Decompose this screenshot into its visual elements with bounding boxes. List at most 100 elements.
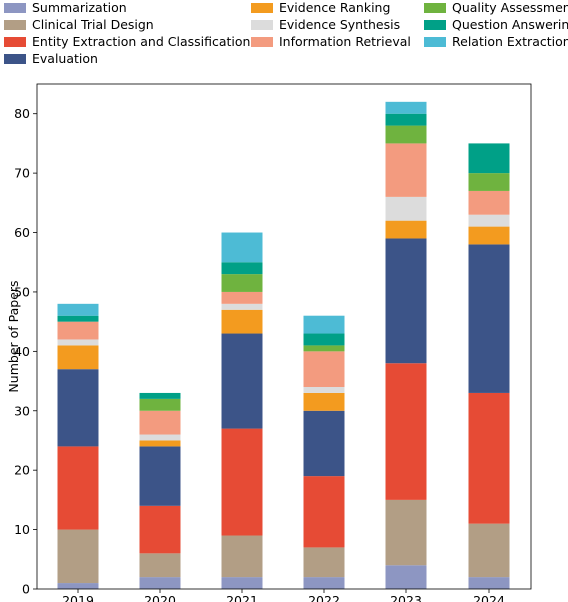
plot-frame: [36, 83, 532, 590]
x-tick-label: 2019: [62, 593, 94, 602]
bar-segment: [139, 553, 181, 578]
y-axis-label: Number of Papers: [6, 280, 21, 392]
bar-segment: [221, 333, 263, 429]
bar-segment: [385, 101, 427, 114]
chart-legend: Summarization Clinical Trial Design Entity…: [0, 0, 568, 70]
bar-segment: [57, 583, 99, 589]
legend-item: Evaluation: [4, 51, 98, 66]
bar-segment: [468, 190, 510, 215]
bar-segment: [221, 428, 263, 536]
y-tick-label: 60: [14, 225, 30, 240]
bar-segment: [385, 499, 427, 566]
bar-segment: [221, 274, 263, 292]
bar-segment: [303, 345, 345, 352]
y-tick-label: 40: [14, 344, 30, 359]
legend-label: Clinical Trial Design: [32, 17, 154, 32]
bar-segment: [139, 398, 181, 411]
legend-item: Summarization: [4, 0, 127, 15]
bar-segment: [468, 173, 510, 191]
bar-segment: [139, 446, 181, 506]
bar-segment: [57, 315, 99, 322]
bar-segment: [468, 143, 510, 174]
legend-item: Information Retrieval: [251, 34, 411, 49]
legend-swatch: [251, 19, 273, 30]
legend-label: Evidence Synthesis: [279, 17, 401, 32]
bar-segment: [57, 339, 99, 346]
x-tick-label: 2021: [226, 593, 258, 602]
bar-segment: [221, 303, 263, 310]
bar-segment: [221, 232, 263, 263]
legend-label: Information Retrieval: [279, 34, 411, 49]
y-tick-label: 70: [14, 166, 30, 181]
bar-segment: [221, 577, 263, 589]
y-tick-label: 20: [14, 463, 30, 478]
x-tick-label: 2023: [390, 593, 422, 602]
legend-item: Entity Extraction and Classification: [4, 34, 250, 49]
bar-segment: [139, 577, 181, 589]
bar-segment: [303, 476, 345, 548]
legend-item: Quality Assessment: [424, 0, 568, 15]
legend-item: Question Answering: [424, 17, 568, 32]
bar-segment: [57, 321, 99, 340]
legend-swatch: [424, 36, 446, 47]
bar-segment: [303, 333, 345, 346]
legend-swatch: [424, 2, 446, 13]
bar-segment: [385, 143, 427, 197]
x-tick-label: 2020: [144, 593, 176, 602]
y-tick-label: 80: [14, 106, 30, 121]
bar-segment: [468, 226, 510, 245]
bar-segment: [385, 565, 427, 589]
bar-segment: [139, 505, 181, 554]
bar-segment: [139, 410, 181, 435]
legend-item: Evidence Ranking: [251, 0, 390, 15]
bar-segment: [385, 196, 427, 221]
legend-item: Evidence Synthesis: [251, 17, 400, 32]
bar-segment: [57, 529, 99, 584]
legend-label: Evidence Ranking: [279, 0, 391, 15]
bar-segment: [303, 410, 345, 477]
legend-swatch: [424, 19, 446, 30]
y-tick-label: 10: [14, 522, 30, 537]
legend-swatch: [4, 19, 26, 30]
legend-swatch: [4, 36, 26, 47]
y-tick-label: 30: [14, 403, 30, 418]
y-tick-label: 50: [14, 284, 30, 299]
y-tick-label: 0: [22, 582, 30, 597]
bar-segment: [57, 345, 99, 370]
legend-label: Quality Assessment: [452, 0, 568, 15]
bar-segment: [221, 262, 263, 275]
bar-segment: [385, 125, 427, 144]
bar-segment: [139, 440, 181, 447]
bar-segment: [468, 577, 510, 589]
bar-segment: [303, 351, 345, 387]
bar-segment: [221, 535, 263, 578]
legend-label: Relation Extraction: [452, 34, 568, 49]
bar-segment: [385, 220, 427, 239]
bar-segment: [385, 113, 427, 126]
legend-label: Evaluation: [32, 51, 98, 66]
bar-segment: [57, 369, 99, 447]
legend-label: Entity Extraction and Classification: [32, 34, 251, 49]
legend-swatch: [4, 2, 26, 13]
bar-segment: [221, 309, 263, 334]
legend-label: Summarization: [32, 0, 127, 15]
bar-segment: [139, 434, 181, 441]
legend-swatch: [251, 2, 273, 13]
bar-segment: [221, 291, 263, 304]
legend-item: Relation Extraction: [424, 34, 568, 49]
legend-item: Clinical Trial Design: [4, 17, 154, 32]
legend-swatch: [251, 36, 273, 47]
bar-segment: [57, 303, 99, 316]
bar-segment: [303, 387, 345, 393]
bar-segment: [303, 577, 345, 589]
bar-segment: [385, 238, 427, 364]
bar-segment: [468, 214, 510, 227]
bar-segment: [468, 523, 510, 578]
legend-swatch: [4, 53, 26, 64]
bar-segment: [468, 244, 510, 393]
bar-segment: [303, 392, 345, 411]
legend-label: Question Answering: [452, 17, 568, 32]
bar-segment: [303, 547, 345, 578]
x-tick-label: 2024: [473, 593, 505, 602]
